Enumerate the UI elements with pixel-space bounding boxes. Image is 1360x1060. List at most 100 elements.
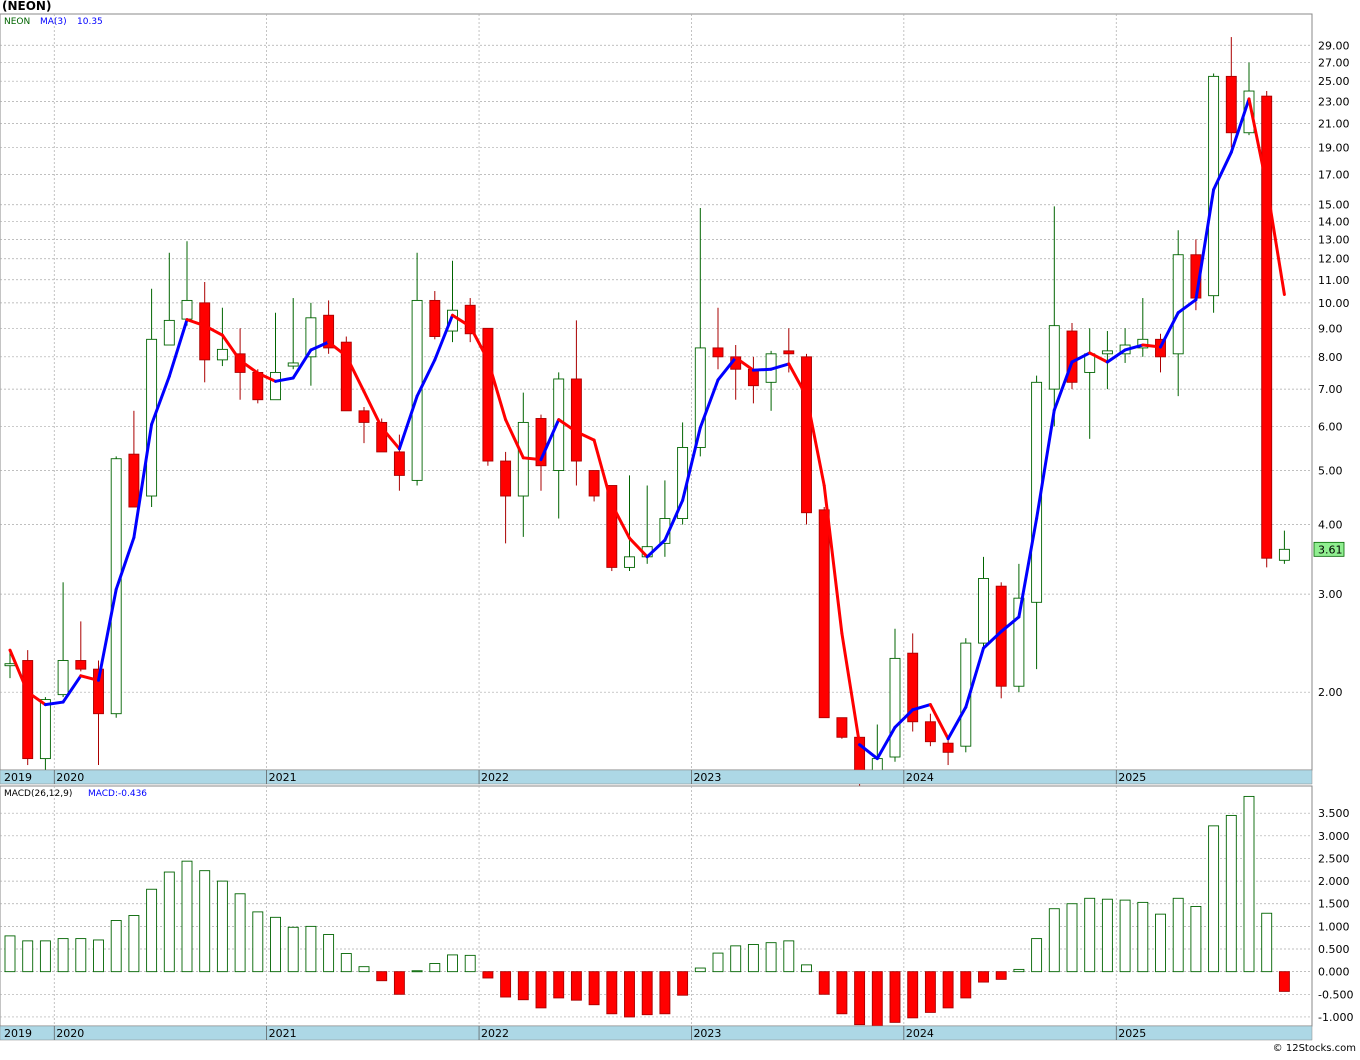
ma-segment	[557, 418, 578, 434]
price-y-tick-label: 5.00	[1318, 465, 1343, 478]
candle-body	[783, 350, 795, 355]
macd-bar	[181, 860, 193, 973]
ma-segment	[681, 426, 702, 502]
candle	[1013, 563, 1025, 693]
price-y-tick-label: 2.00	[1318, 686, 1343, 699]
price-y-tick-label: 14.00	[1318, 215, 1350, 228]
ma-segment	[327, 340, 348, 358]
candle	[411, 252, 423, 486]
candle	[924, 713, 936, 747]
macd-bar	[22, 940, 34, 973]
ma-segment	[769, 362, 791, 371]
candle-body	[93, 668, 104, 715]
macd-year-label: 2019	[4, 1027, 32, 1040]
candle	[429, 291, 441, 340]
ma-segment	[946, 705, 968, 741]
macd-y-tick-label: 0.500	[1318, 943, 1350, 956]
macd-y-tick-label: 3.500	[1318, 807, 1350, 820]
ma-segment	[61, 674, 83, 704]
ma-segment	[274, 376, 295, 383]
candle-body	[1261, 95, 1273, 559]
candle-body	[482, 327, 494, 462]
macd-bar	[393, 971, 405, 995]
macd-bar	[854, 971, 866, 1026]
macd-year-label: 2025	[1118, 1027, 1146, 1040]
macd-bar	[995, 971, 1007, 980]
candle-body	[287, 362, 299, 367]
price-y-tick-label: 3.00	[1318, 588, 1343, 601]
macd-bar	[500, 971, 512, 998]
price-y-tick-label: 21.00	[1318, 117, 1350, 130]
candle	[1278, 530, 1290, 564]
macd-bar	[358, 966, 370, 973]
price-y-tick-label: 27.00	[1318, 57, 1350, 70]
price-y-tick-label: 19.00	[1318, 142, 1350, 155]
ma-segment	[1017, 517, 1039, 619]
macd-bar	[730, 945, 742, 973]
price-y-tick-label: 25.00	[1318, 75, 1350, 88]
ma-segment	[380, 426, 401, 451]
macd-bar	[323, 934, 335, 973]
candle	[836, 717, 848, 739]
ma-segment	[397, 394, 419, 451]
ma-segment	[1265, 184, 1286, 297]
last-price-label: 3.61	[1318, 543, 1343, 556]
ma-segment	[220, 333, 242, 362]
macd-bar	[535, 971, 547, 1009]
candle-body	[57, 660, 69, 696]
macd-panel: -1.000 -0.500 0.000 0.500 1.000 1.500 2.000 2.5…	[0, 785, 1353, 1041]
ma-segment	[1035, 408, 1056, 521]
legend-ma-value: 10.35	[77, 17, 103, 27]
ma-segment	[787, 362, 808, 398]
price-y-tick-label: 12.00	[1318, 253, 1350, 266]
ma-segment	[43, 700, 65, 707]
macd-bar	[429, 963, 441, 973]
candle	[163, 252, 175, 346]
candle-body	[694, 347, 706, 448]
candle-body	[216, 348, 228, 361]
candle	[393, 434, 405, 491]
ma-segment	[150, 374, 171, 426]
candle-body	[199, 302, 211, 361]
price-panel: 2.00 3.00 4.00 5.00 6.00 7.00 8.00 9.00 10.00 11.…	[0, 0, 1350, 788]
last-price-box	[1313, 541, 1345, 557]
ma-segment	[539, 418, 561, 462]
ma-segment	[628, 536, 649, 559]
macd-bar	[765, 942, 777, 973]
macd-bar	[482, 971, 494, 979]
candle-body	[1066, 330, 1078, 383]
candle	[128, 410, 140, 508]
candle	[889, 628, 901, 762]
ma-segment	[79, 674, 100, 682]
candle-body	[535, 418, 547, 467]
candle	[1101, 331, 1113, 390]
candle	[376, 418, 388, 453]
macd-y-tick-label: 2.500	[1318, 852, 1350, 865]
macd-bar	[464, 954, 476, 973]
candle-body	[75, 660, 87, 670]
price-year-label: 2022	[481, 771, 509, 784]
macd-bar	[907, 971, 919, 1019]
candle-body	[978, 578, 989, 644]
candle-body	[570, 378, 582, 462]
macd-y-tick-label: 2.000	[1318, 875, 1350, 888]
candle-body	[606, 485, 618, 568]
candle-body	[818, 509, 830, 719]
candle	[358, 407, 370, 444]
ma-segment	[893, 708, 915, 729]
macd-bar	[1048, 908, 1060, 973]
price-x-axis-years: 2019 2020 2021 2022 2023 2024 2025	[4, 770, 1146, 784]
candle	[287, 298, 299, 370]
ma-segment	[1159, 311, 1180, 349]
price-y-tick-labels: 2.00 3.00 4.00 5.00 6.00 7.00 8.00 9.00 10.00 11.…	[1318, 39, 1350, 699]
macd-bar	[1013, 968, 1025, 973]
macd-bar	[4, 935, 16, 973]
macd-bar	[801, 964, 812, 973]
candle-body	[39, 699, 51, 760]
ma-segment	[858, 743, 879, 761]
price-year-label: 2023	[693, 771, 721, 784]
macd-year-label: 2021	[269, 1027, 297, 1040]
macd-bar	[677, 971, 689, 996]
